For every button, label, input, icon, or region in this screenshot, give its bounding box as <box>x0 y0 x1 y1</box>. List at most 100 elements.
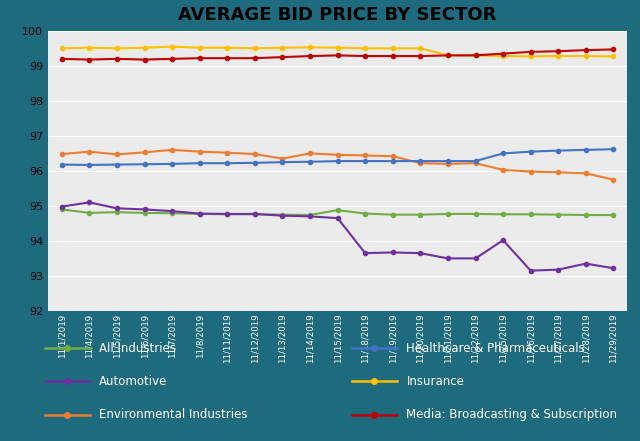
Media: Broadcasting & Subscription: (6, 99.2): Broadcasting & Subscription: (6, 99.2) <box>223 56 231 61</box>
All Industries <box>334 207 342 213</box>
Insurance <box>168 44 176 49</box>
Environmental Industries <box>223 150 231 155</box>
Healthcare & Pharmaceuticals <box>362 158 369 164</box>
Line: Healthcare & Pharmaceuticals: Healthcare & Pharmaceuticals <box>60 147 616 167</box>
Automotive <box>58 204 66 209</box>
All Industries <box>472 211 479 217</box>
Environmental Industries <box>278 156 286 161</box>
Environmental Industries <box>334 152 342 157</box>
All Industries <box>582 213 589 218</box>
Healthcare & Pharmaceuticals <box>499 151 507 156</box>
Insurance <box>609 54 617 59</box>
Media: Broadcasting & Subscription: (3, 99.2): Broadcasting & Subscription: (3, 99.2) <box>141 57 148 62</box>
Insurance <box>58 46 66 51</box>
Environmental Industries <box>196 149 204 154</box>
Environmental Industries <box>609 177 617 182</box>
Text: Automotive: Automotive <box>99 375 168 388</box>
Insurance <box>362 46 369 51</box>
Title: AVERAGE BID PRICE BY SECTOR: AVERAGE BID PRICE BY SECTOR <box>179 6 497 24</box>
Media: Broadcasting & Subscription: (5, 99.2): Broadcasting & Subscription: (5, 99.2) <box>196 56 204 61</box>
Insurance <box>278 45 286 50</box>
Automotive <box>499 238 507 243</box>
Media: Broadcasting & Subscription: (15, 99.3): Broadcasting & Subscription: (15, 99.3) <box>472 53 479 58</box>
Insurance <box>389 46 397 51</box>
Automotive <box>417 250 424 256</box>
Media: Broadcasting & Subscription: (10, 99.3): Broadcasting & Subscription: (10, 99.3) <box>334 53 342 58</box>
Automotive <box>86 200 93 205</box>
Environmental Industries <box>582 171 589 176</box>
Automotive <box>582 261 589 266</box>
Healthcare & Pharmaceuticals <box>554 148 562 153</box>
Media: Broadcasting & Subscription: (12, 99.3): Broadcasting & Subscription: (12, 99.3) <box>389 53 397 59</box>
Media: Broadcasting & Subscription: (9, 99.3): Broadcasting & Subscription: (9, 99.3) <box>306 53 314 59</box>
Healthcare & Pharmaceuticals <box>609 146 617 152</box>
Insurance <box>86 45 93 50</box>
Healthcare & Pharmaceuticals <box>113 162 121 167</box>
Environmental Industries <box>527 169 534 174</box>
Environmental Industries <box>499 167 507 172</box>
Automotive <box>472 256 479 261</box>
Text: Insurance: Insurance <box>406 375 464 388</box>
Media: Broadcasting & Subscription: (11, 99.3): Broadcasting & Subscription: (11, 99.3) <box>362 53 369 59</box>
Line: Environmental Industries: Environmental Industries <box>60 148 616 182</box>
All Industries <box>499 212 507 217</box>
Environmental Industries <box>306 151 314 156</box>
Environmental Industries <box>362 153 369 158</box>
All Industries <box>251 212 259 217</box>
Insurance <box>554 53 562 59</box>
Line: Media: Broadcasting & Subscription: Media: Broadcasting & Subscription <box>60 47 616 62</box>
All Industries <box>362 211 369 216</box>
All Industries <box>527 212 534 217</box>
Automotive <box>554 267 562 272</box>
Media: Broadcasting & Subscription: (16, 99.3): Broadcasting & Subscription: (16, 99.3) <box>499 51 507 56</box>
Healthcare & Pharmaceuticals <box>196 161 204 166</box>
All Industries <box>554 212 562 217</box>
Environmental Industries <box>472 161 479 166</box>
Environmental Industries <box>444 161 452 167</box>
Media: Broadcasting & Subscription: (1, 99.2): Broadcasting & Subscription: (1, 99.2) <box>86 57 93 62</box>
Environmental Industries <box>554 170 562 175</box>
Media: Broadcasting & Subscription: (19, 99.5): Broadcasting & Subscription: (19, 99.5) <box>582 48 589 53</box>
Text: Environmental Industries: Environmental Industries <box>99 408 248 421</box>
Automotive <box>609 265 617 271</box>
Media: Broadcasting & Subscription: (17, 99.4): Broadcasting & Subscription: (17, 99.4) <box>527 49 534 55</box>
Insurance <box>472 53 479 58</box>
Automotive <box>251 211 259 217</box>
Insurance <box>527 54 534 59</box>
Text: Healthcare & Pharmaceuticals: Healthcare & Pharmaceuticals <box>406 342 585 355</box>
Healthcare & Pharmaceuticals <box>444 158 452 164</box>
Automotive <box>113 206 121 211</box>
Media: Broadcasting & Subscription: (14, 99.3): Broadcasting & Subscription: (14, 99.3) <box>444 53 452 58</box>
Healthcare & Pharmaceuticals <box>389 158 397 164</box>
Healthcare & Pharmaceuticals <box>472 158 479 164</box>
Healthcare & Pharmaceuticals <box>334 158 342 164</box>
All Industries <box>609 213 617 218</box>
All Industries <box>389 212 397 217</box>
All Industries <box>168 211 176 216</box>
Automotive <box>527 268 534 273</box>
Automotive <box>444 256 452 261</box>
All Industries <box>444 211 452 217</box>
Insurance <box>223 45 231 50</box>
Line: All Industries: All Industries <box>60 207 616 217</box>
Healthcare & Pharmaceuticals <box>527 149 534 154</box>
Healthcare & Pharmaceuticals <box>278 160 286 165</box>
Automotive <box>362 250 369 256</box>
Text: All Industries: All Industries <box>99 342 176 355</box>
Insurance <box>444 53 452 58</box>
Media: Broadcasting & Subscription: (0, 99.2): Broadcasting & Subscription: (0, 99.2) <box>58 56 66 62</box>
Healthcare & Pharmaceuticals <box>417 158 424 164</box>
Automotive <box>196 211 204 216</box>
Media: Broadcasting & Subscription: (8, 99.2): Broadcasting & Subscription: (8, 99.2) <box>278 55 286 60</box>
Media: Broadcasting & Subscription: (18, 99.4): Broadcasting & Subscription: (18, 99.4) <box>554 49 562 54</box>
All Industries <box>58 207 66 212</box>
Line: Insurance: Insurance <box>60 45 616 59</box>
Media: Broadcasting & Subscription: (20, 99.5): Broadcasting & Subscription: (20, 99.5) <box>609 47 617 52</box>
All Industries <box>196 211 204 217</box>
Media: Broadcasting & Subscription: (4, 99.2): Broadcasting & Subscription: (4, 99.2) <box>168 56 176 62</box>
Automotive <box>306 214 314 219</box>
Healthcare & Pharmaceuticals <box>58 162 66 167</box>
All Industries <box>113 209 121 215</box>
Media: Broadcasting & Subscription: (7, 99.2): Broadcasting & Subscription: (7, 99.2) <box>251 56 259 61</box>
Insurance <box>141 45 148 50</box>
